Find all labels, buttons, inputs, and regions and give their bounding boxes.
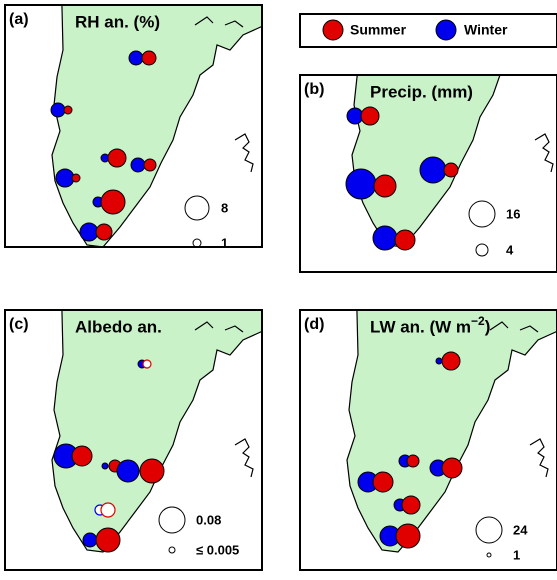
- summer-bubble: [441, 351, 461, 371]
- summer-bubble: [141, 50, 157, 66]
- scale-circle: [475, 516, 503, 544]
- scale-circle: [168, 546, 176, 554]
- summer-bubble: [71, 445, 93, 467]
- scale-circle: [192, 238, 202, 247]
- summer-bubble: [373, 174, 397, 198]
- panel-title: Albedo an.: [75, 317, 162, 336]
- scale-circle: [158, 506, 186, 534]
- panel-label: (d): [304, 316, 324, 333]
- legend-summer: Summer: [350, 22, 407, 38]
- panel-title: LW an. (W m−2): [370, 314, 490, 336]
- winter-bubble: [101, 462, 109, 470]
- winter-bubble: [50, 102, 66, 118]
- title-superscript: −2: [471, 314, 485, 328]
- panel-border: [4, 309, 263, 571]
- summer-bubble: [95, 527, 121, 553]
- summer-bubble: [107, 148, 127, 168]
- summer-bubble: [372, 471, 394, 493]
- summer-bubble: [100, 189, 126, 215]
- scale-label: 1: [221, 235, 228, 250]
- winter-bubble: [419, 156, 447, 184]
- summer-bubble: [394, 229, 416, 251]
- summer-bubble: [441, 457, 463, 479]
- scale-label: 8: [221, 200, 228, 215]
- scale-circle: [184, 195, 210, 221]
- scale-circle: [486, 552, 492, 558]
- summer-bubble: [443, 162, 459, 178]
- scale-label: 16: [506, 206, 520, 221]
- summer-bubble: [401, 495, 421, 515]
- winter-bubble: [345, 168, 377, 200]
- panel-title: Precip. (mm): [370, 82, 473, 101]
- legend-winter: Winter: [464, 22, 508, 38]
- panel-label: (b): [304, 81, 324, 98]
- scale-label: 4: [506, 242, 514, 257]
- title-end: ): [485, 317, 491, 336]
- winter-bubble: [128, 50, 144, 66]
- winter-bubble: [435, 357, 443, 365]
- winter-bubble: [116, 459, 140, 483]
- winter-bubble: [79, 222, 99, 242]
- summer-bubble: [63, 105, 73, 115]
- summer-bubble: [71, 173, 81, 183]
- scale-label: 24: [513, 522, 528, 537]
- summer-bubble: [100, 502, 116, 518]
- summer-bubble: [395, 523, 421, 549]
- scale-circle: [468, 200, 496, 228]
- winter-bubble: [372, 225, 398, 251]
- panel-border: [299, 74, 557, 273]
- panel-border: [4, 4, 263, 248]
- legend-winter-marker: [435, 19, 457, 41]
- summer-bubble: [142, 359, 152, 369]
- summer-bubble: [139, 458, 165, 484]
- map-panel: 24 1 (d) LW an. (W m−2): [300, 310, 557, 570]
- map-panel: 0.08 ≤ 0.005 (c) Albedo an.: [5, 310, 262, 570]
- summer-bubble: [95, 223, 113, 241]
- legend-summer-marker: [322, 19, 344, 41]
- scale-label: 0.08: [196, 512, 221, 527]
- summer-bubble: [360, 106, 380, 126]
- winter-bubble: [130, 157, 146, 173]
- scale-circle: [475, 243, 489, 257]
- winter-bubble: [55, 168, 75, 188]
- panel-label: (a): [9, 11, 29, 28]
- panel-label: (c): [9, 316, 29, 333]
- scale-label: 1: [513, 547, 520, 562]
- summer-bubble: [143, 158, 157, 172]
- winter-bubble: [82, 532, 98, 548]
- summer-bubble: [406, 454, 420, 468]
- map-panel: 8 1 (a) RH an. (%): [5, 5, 262, 250]
- scale-label: ≤ 0.005: [196, 542, 239, 557]
- map-panel: 16 4 (b) Precip. (mm): [300, 75, 557, 272]
- panel-title: RH an. (%): [75, 12, 160, 31]
- panel-border: [299, 309, 557, 571]
